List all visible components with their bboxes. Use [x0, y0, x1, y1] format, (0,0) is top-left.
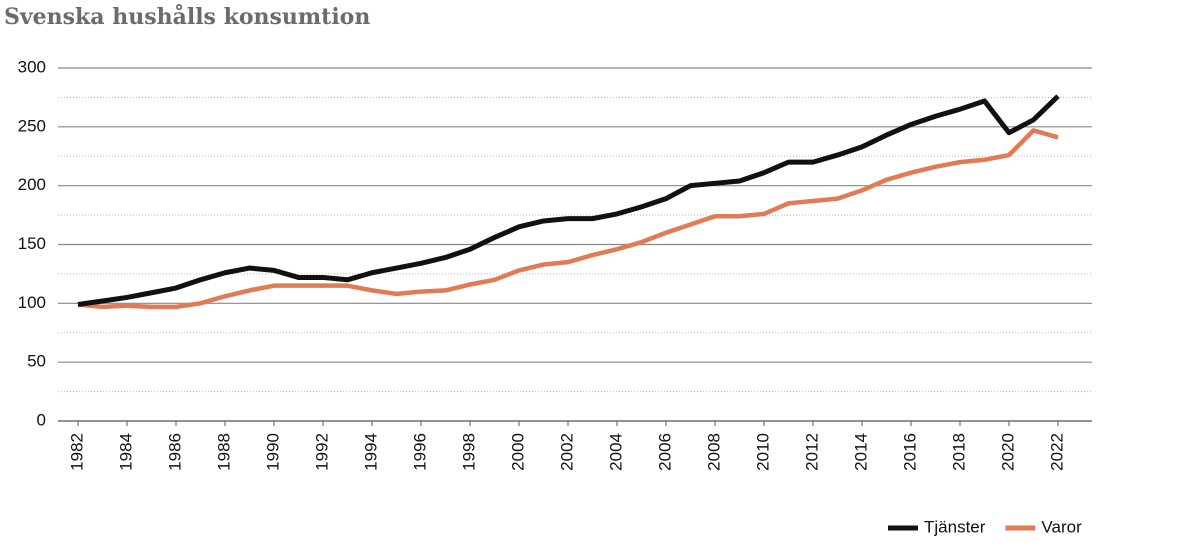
x-tick-label: 1986: [165, 433, 184, 471]
x-tick-label: 1994: [361, 433, 380, 471]
y-tick-label: 100: [18, 293, 46, 312]
x-tick-label: 2022: [1047, 433, 1066, 471]
series-line: [77, 128, 1059, 310]
x-tick-label: 2002: [557, 433, 576, 471]
x-tick-label: 2018: [949, 433, 968, 471]
x-tick-label: 1984: [116, 433, 135, 471]
legend-label: Tjänster: [924, 517, 986, 536]
x-tick-label: 2014: [851, 433, 870, 471]
x-tick-label: 2012: [802, 433, 821, 471]
x-tick-label: 2006: [655, 433, 674, 471]
x-tick-label: 1996: [410, 433, 429, 471]
x-tick-label: 1988: [214, 433, 233, 471]
x-tick-label: 2004: [606, 433, 625, 471]
y-tick-label: 50: [27, 352, 46, 371]
legend-label: Varor: [1041, 517, 1082, 536]
x-tick-label: 2020: [998, 433, 1017, 471]
series-line: [77, 94, 1060, 307]
x-tick-label: 1990: [263, 433, 282, 471]
y-tick-label: 0: [37, 410, 46, 429]
x-tick-label: 2000: [508, 433, 527, 471]
x-tick-label: 1992: [312, 433, 331, 471]
y-tick-label: 200: [18, 175, 46, 194]
x-tick-label: 2010: [753, 433, 772, 471]
x-tick-label: 1998: [459, 433, 478, 471]
chart-title: Svenska hushålls konsumtion: [4, 4, 370, 30]
x-tick-label: 2016: [900, 433, 919, 471]
x-tick-label: 2008: [704, 433, 723, 471]
y-tick-label: 150: [18, 234, 46, 253]
y-tick-label: 300: [18, 57, 46, 76]
x-tick-label: 1982: [67, 433, 86, 471]
y-tick-label: 250: [18, 116, 46, 135]
